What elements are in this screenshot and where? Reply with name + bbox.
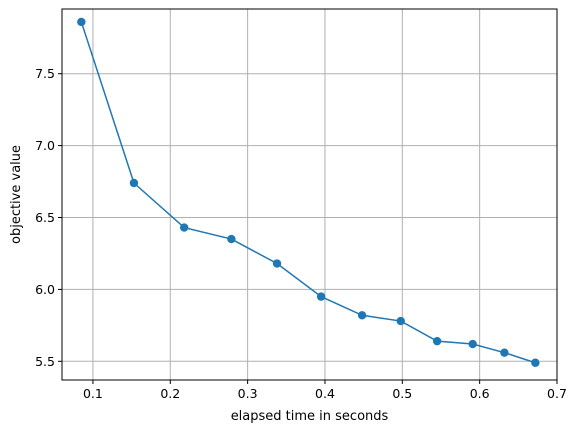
series-line — [80, 21, 536, 364]
x-tick-label: 0.5 — [392, 386, 412, 401]
x-tick-label: 0.6 — [470, 386, 490, 401]
data-point — [77, 17, 86, 27]
tick-labels: 0.1 0.2 0.3 0.4 0.5 0.6 0.7 5.5 6.0 6.5 7.0 7.5 — [35, 66, 567, 401]
data-point — [531, 358, 540, 367]
y-axis-label: objective value — [9, 145, 24, 244]
tick-marks — [58, 73, 558, 384]
data-point — [468, 339, 477, 349]
x-tick-label: 0.7 — [547, 386, 567, 401]
data-point — [316, 292, 326, 301]
data-point — [396, 316, 405, 326]
data-point — [500, 348, 509, 357]
x-tick-label: 0.2 — [160, 386, 180, 401]
data-point — [129, 178, 139, 188]
data-point — [180, 223, 189, 232]
grid-lines — [62, 9, 558, 380]
x-axis-label: elapsed time in seconds — [231, 409, 389, 424]
plot-frame — [61, 8, 558, 381]
x-tick-label: 0.4 — [315, 386, 335, 401]
data-point — [227, 234, 236, 244]
data-point — [272, 259, 282, 268]
data-point — [432, 336, 442, 346]
x-tick-label: 0.3 — [238, 386, 258, 401]
data-point — [357, 311, 367, 320]
y-tick-label: 7.5 — [35, 66, 55, 81]
y-tick-label: 5.5 — [35, 354, 55, 369]
series-layer — [77, 17, 540, 367]
y-tick-label: 6.0 — [35, 282, 55, 297]
x-tick-label: 0.1 — [83, 386, 103, 401]
y-tick-label: 7.0 — [35, 138, 55, 153]
y-tick-label: 6.5 — [35, 210, 55, 225]
